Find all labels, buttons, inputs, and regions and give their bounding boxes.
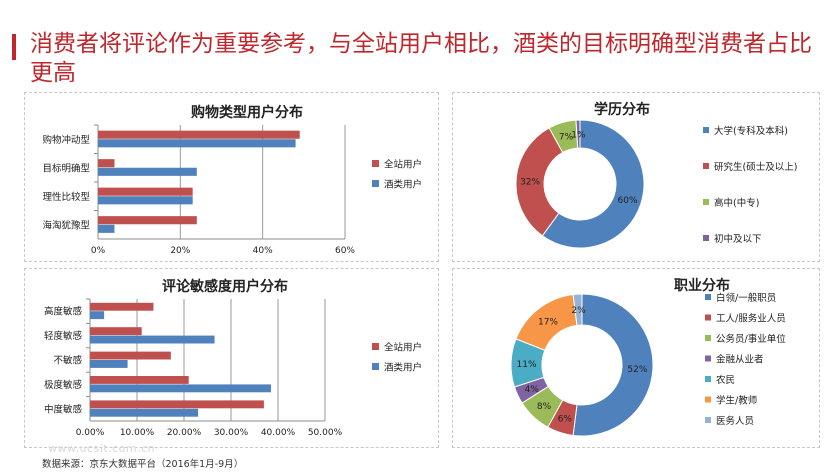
chart-title: 职业分布 (674, 277, 730, 294)
bar-全站用户-理性比较型 (98, 187, 193, 196)
x-tick-label: 20% (170, 246, 190, 256)
bar-全站用户-中度敏感 (90, 400, 264, 409)
slice-value-label: 7% (559, 132, 574, 142)
legend-swatch (703, 127, 709, 133)
slice-value-label: 1% (571, 131, 586, 141)
slice-value-label: 52% (627, 365, 647, 375)
slice-value-label: 4% (525, 385, 540, 395)
bar-全站用户-高度敏感 (90, 302, 154, 311)
legend-label: 医务人员 (716, 415, 754, 427)
y-category-label: 轻度敏感 (44, 330, 83, 342)
legend-swatch (705, 376, 711, 382)
legend-label: 学生/教师 (716, 395, 757, 407)
title-accent-bar (12, 34, 16, 60)
legend-label: 大学(专科及本科) (714, 125, 788, 137)
legend-swatch (705, 335, 711, 341)
legend-label: 酒类用户 (384, 362, 422, 374)
slice-value-label: 17% (538, 318, 558, 328)
legend-swatch (705, 314, 711, 321)
legend-swatch (705, 417, 711, 423)
page-title: 消费者将评论作为重要参考，与全站用户相比，酒类的目标明确型消费者占比更高 (30, 31, 812, 86)
legend-label: 农民 (716, 374, 735, 386)
legend-swatch (705, 355, 711, 362)
chart-svg: 学历分布 60% 32% 7%1% 大学(专科及本科) 研究生(硕士及以上) 高中(中专) 初… (515, 101, 797, 249)
occupation-chart-panel: 职业分布 52% 6% 8% 4% 11% 17% 2% 白领/一般职员 工人/服务业人员 公务员/… (452, 268, 820, 448)
slice-value-label: 60% (618, 196, 638, 206)
legend-swatch (703, 163, 709, 169)
legend-swatch (372, 343, 379, 350)
shopping-type-chart-panel: 购物类型用户分布 0% 20% 40% 60% 购物冲动型目标明确型理性比较型海淘犹豫型 全… (24, 92, 439, 262)
x-tick-label: 40% (253, 246, 273, 256)
legend-label: 研究生(硕士及以上) (714, 161, 797, 173)
chart-title: 学历分布 (594, 101, 650, 118)
y-category-label: 理性比较型 (42, 191, 90, 203)
y-category-label: 高度敏感 (44, 306, 83, 318)
slice-value-label: 32% (520, 177, 540, 187)
bar-全站用户-海淘犹豫型 (98, 216, 197, 225)
legend-swatch (705, 396, 711, 403)
data-source-note: 数据来源：京东大数据平台（2016年1月-9月） (42, 459, 244, 470)
x-tick-label: 20.00% (167, 428, 202, 438)
bar-酒类用户-理性比较型 (98, 196, 193, 205)
y-category-label: 海淘犹豫型 (42, 219, 90, 231)
watermark: www.ucsit.com.cn (48, 442, 156, 455)
legend-label: 白领/一般职员 (716, 292, 776, 304)
legend-swatch (705, 294, 711, 300)
chart-title: 购物类型用户分布 (191, 104, 303, 121)
y-category-label: 极度敏感 (44, 379, 83, 391)
legend-swatch (703, 235, 709, 241)
slice-value-label: 2% (571, 306, 586, 316)
bar-全站用户-购物冲动型 (98, 130, 300, 139)
x-tick-label: 10.00% (120, 428, 155, 438)
y-category-label: 购物冲动型 (42, 134, 90, 146)
legend-label: 全站用户 (384, 159, 422, 171)
x-tick-label: 40.00% (261, 428, 296, 438)
legend-label: 酒类用户 (384, 179, 422, 191)
x-tick-label: 60% (335, 246, 355, 256)
x-tick-label: 30.00% (214, 428, 249, 438)
slice-医务人员 (572, 293, 583, 326)
legend-label: 公务员/事业单位 (716, 333, 786, 345)
comment-sensitivity-chart-panel: 评论敏感度用户分布 0.00% 10.00% 20.00% 30.00% 40.00% 50… (24, 268, 439, 448)
slice-白领-一般职员 (572, 293, 654, 437)
slice-研究生-硕士及以上- (515, 127, 564, 237)
bar-酒类用户-海淘犹豫型 (98, 224, 115, 233)
slice-value-label: 6% (558, 414, 573, 424)
bar-酒类用户-轻度敏感 (90, 335, 215, 344)
chart-svg: 评论敏感度用户分布 0.00% 10.00% 20.00% 30.00% 40.00% 50… (44, 278, 422, 438)
bar-全站用户-不敏感 (90, 351, 171, 360)
bar-酒类用户-极度敏感 (90, 384, 271, 393)
bar-酒类用户-不敏感 (90, 360, 128, 368)
legend-label: 初中及以下 (714, 233, 762, 245)
bar-全站用户-轻度敏感 (90, 327, 142, 336)
slice-初中及以下 (575, 119, 581, 149)
legend-swatch (372, 160, 379, 167)
legend-label: 高中(中专) (714, 197, 759, 209)
education-chart-panel: 学历分布 60% 32% 7% 1% 大学(专科及本科) 研究生(硕士及以上) 高中(中专) 初… (452, 92, 820, 262)
legend-swatch (703, 199, 709, 205)
x-tick-label: 50.00% (308, 428, 343, 438)
y-category-label: 不敏感 (53, 355, 82, 367)
bar-酒类用户-目标明确型 (98, 167, 197, 176)
legend-label: 工人/服务业人员 (716, 313, 786, 325)
bar-酒类用户-高度敏感 (90, 311, 105, 320)
bar-全站用户-极度敏感 (90, 376, 189, 384)
legend-label: 金融从业者 (716, 354, 764, 366)
chart-title: 评论敏感度用户分布 (162, 278, 288, 295)
bar-全站用户-目标明确型 (98, 159, 115, 168)
legend-swatch (372, 180, 379, 187)
bar-酒类用户-中度敏感 (90, 408, 199, 417)
y-category-label: 中度敏感 (44, 403, 83, 415)
slice-大学-专科及本科- (541, 119, 645, 249)
bar-酒类用户-购物冲动型 (98, 139, 296, 148)
slice-value-label: 8% (537, 402, 552, 412)
x-tick-label: 0% (91, 246, 106, 256)
slice-value-label: 11% (517, 360, 537, 370)
chart-svg: 职业分布 52% 6% 8% 4% 11% 17% 2% 白领/一般职员工人/服务业人员公务员/… (510, 277, 786, 437)
legend-label: 全站用户 (384, 342, 422, 354)
y-category-label: 目标明确型 (42, 162, 90, 174)
legend-swatch (372, 363, 379, 370)
x-tick-label: 0.00% (76, 428, 105, 438)
